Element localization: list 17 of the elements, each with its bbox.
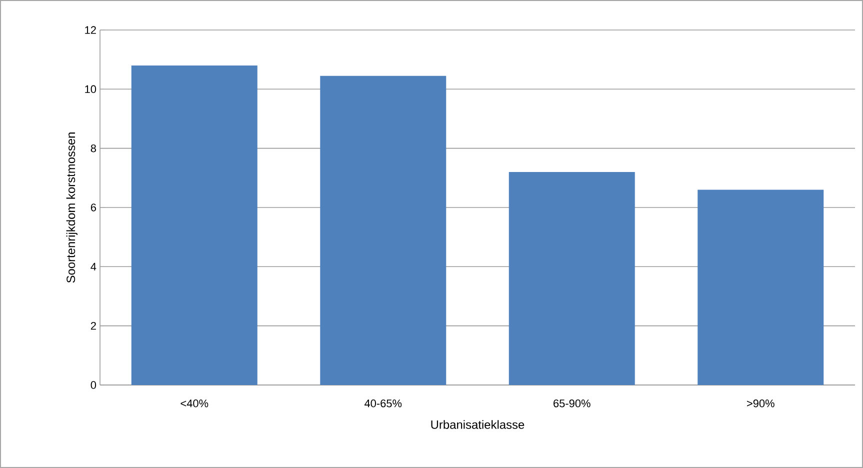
x-tick-label: 40-65%: [364, 400, 402, 408]
bar: [508, 172, 635, 385]
bar: [320, 76, 446, 385]
x-tick-label: >90%: [747, 400, 774, 408]
y-tick-label: 0: [90, 381, 96, 389]
x-tick-label: 65-90%: [554, 400, 590, 408]
bar: [698, 190, 824, 385]
y-tick-label: 10: [85, 85, 96, 94]
x-axis-title: Urbanisatieklasse: [431, 420, 524, 429]
x-tick-label: <40%: [180, 400, 208, 408]
y-tick-label: 4: [90, 262, 96, 270]
y-tick-label: 6: [90, 204, 96, 212]
y-tick-label: 12: [85, 26, 96, 34]
y-tick-label: 8: [90, 144, 96, 152]
bar: [131, 65, 258, 385]
y-tick-label: 2: [90, 322, 96, 330]
y-axis-title: Soortenrijkdom korstmossen: [66, 132, 78, 283]
